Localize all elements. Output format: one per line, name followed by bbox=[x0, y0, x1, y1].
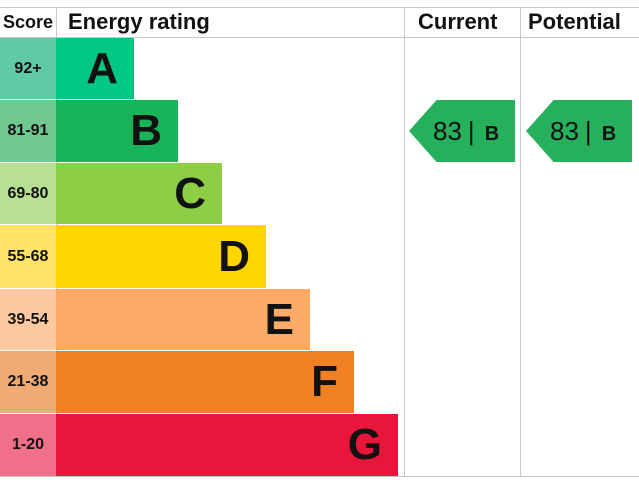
potential-letter: B bbox=[601, 123, 617, 145]
score-cell-d bbox=[0, 225, 56, 288]
header-score: Score bbox=[2, 12, 54, 32]
current-letter: B bbox=[484, 123, 500, 145]
header-current: Current bbox=[418, 9, 498, 34]
potential-rating-arrow: 83 | B bbox=[526, 100, 632, 162]
band-bar-f: F bbox=[56, 351, 354, 413]
score-range: 39-54 bbox=[7, 311, 49, 328]
score-cell-a bbox=[0, 38, 56, 99]
score-range: 21-38 bbox=[7, 373, 49, 390]
score-range: 69-80 bbox=[7, 185, 49, 202]
score-range: 81-91 bbox=[7, 122, 49, 139]
score-cell-e bbox=[0, 289, 56, 350]
potential-value: 83 bbox=[550, 116, 579, 146]
header-energy-rating: Energy rating bbox=[68, 9, 210, 34]
top-border bbox=[0, 7, 639, 8]
band-bar-c: C bbox=[56, 163, 222, 224]
header-potential: Potential bbox=[528, 9, 621, 34]
score-cell-c bbox=[0, 163, 56, 224]
score-cell-g bbox=[0, 414, 56, 476]
divider bbox=[520, 7, 521, 477]
current-rating-arrow: 83 | B bbox=[409, 100, 515, 162]
band-bar-g: G bbox=[56, 414, 398, 476]
score-range: 55-68 bbox=[7, 248, 49, 265]
score-range: 92+ bbox=[14, 60, 42, 77]
header-border bbox=[0, 37, 639, 38]
band-bar-b: B bbox=[56, 100, 178, 162]
score-cell-f bbox=[0, 351, 56, 413]
band-bar-d: D bbox=[56, 225, 266, 288]
current-value: 83 bbox=[433, 116, 462, 146]
band-bar-e: E bbox=[56, 289, 310, 350]
bottom-border bbox=[0, 476, 639, 477]
divider bbox=[404, 7, 405, 477]
score-range: 1-20 bbox=[11, 436, 45, 453]
band-bar-a: A bbox=[56, 38, 134, 99]
score-cell-b bbox=[0, 100, 56, 162]
